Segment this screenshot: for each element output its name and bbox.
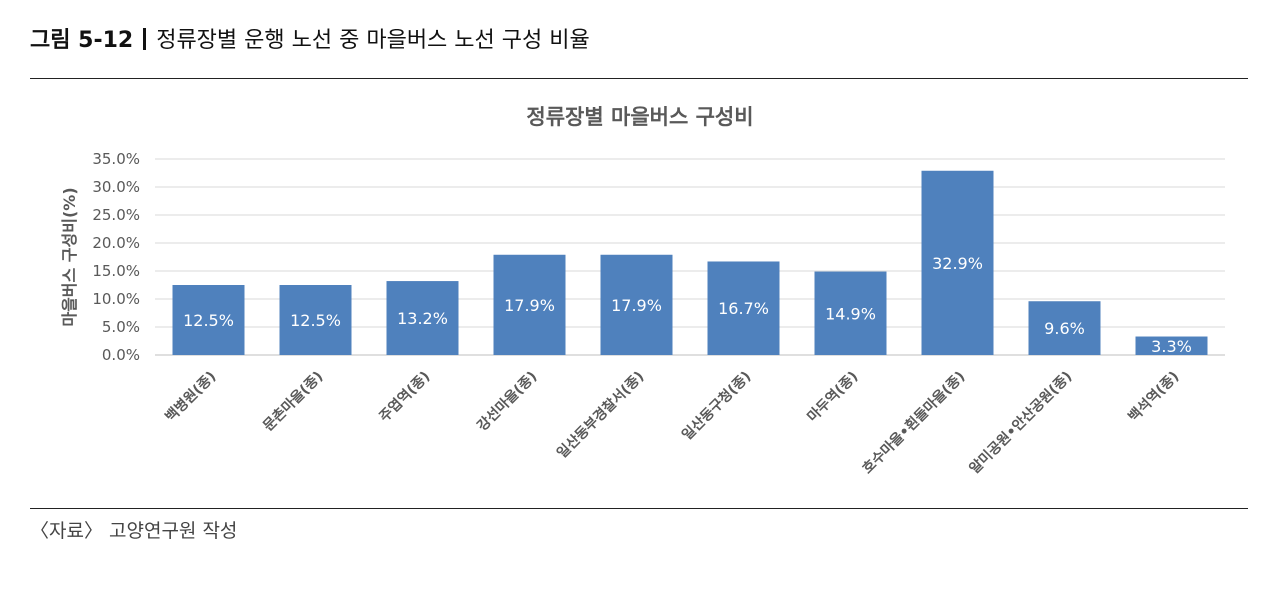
data-label: 12.5% (290, 311, 341, 330)
data-label: 14.9% (825, 304, 876, 323)
y-tick-label: 0.0% (102, 346, 140, 364)
bar (1028, 301, 1101, 355)
x-tick-label: 마두역(종) (804, 368, 862, 426)
bar (707, 261, 780, 355)
data-label: 17.9% (611, 296, 662, 315)
bar (921, 170, 994, 355)
y-tick-label: 15.0% (92, 262, 140, 280)
y-tick-label: 30.0% (92, 178, 140, 196)
figure-title: 그림 5-12 정류장별 운행 노선 중 마을버스 노선 구성 비율 (30, 22, 590, 54)
bar (386, 281, 459, 355)
bar (600, 254, 673, 355)
y-tick-label: 5.0% (102, 318, 140, 336)
x-tick-label: 백석역(종) (1125, 368, 1183, 426)
bottom-rule (30, 508, 1248, 509)
bar (814, 271, 887, 355)
title-separator (143, 28, 147, 50)
x-tick-label: 일산동부경찰서(종) (553, 368, 647, 462)
y-axis-label: 마을버스 구성비(%) (60, 187, 79, 326)
figure-caption: 정류장별 운행 노선 중 마을버스 노선 구성 비율 (156, 28, 590, 53)
data-label: 12.5% (183, 311, 234, 330)
x-tick-label: 백병원(종) (162, 368, 220, 426)
data-label: 17.9% (504, 296, 555, 315)
bar (279, 285, 352, 355)
y-tick-label: 10.0% (92, 290, 140, 308)
x-tick-label: 호수마을•흰돌마을(종) (859, 368, 968, 477)
data-label: 3.3% (1151, 337, 1192, 356)
top-rule (30, 78, 1248, 79)
y-tick-label: 35.0% (92, 150, 140, 168)
data-label: 32.9% (932, 254, 983, 273)
bar (1135, 336, 1208, 355)
x-tick-label: 문촌마을(종) (260, 369, 326, 435)
y-tick-label: 25.0% (92, 206, 140, 224)
bar (172, 285, 245, 355)
source-note: 〈자료〉 고양연구원 작성 (30, 520, 238, 542)
x-tick-label: 주엽역(종) (376, 368, 434, 426)
x-tick-label: 알미공원•안산공원(종) (966, 368, 1075, 477)
chart-title: 정류장별 마을버스 구성비 (526, 105, 753, 129)
data-label: 9.6% (1044, 319, 1085, 338)
bar (493, 254, 566, 355)
x-tick-label: 강선마을(종) (474, 368, 541, 435)
figure-number: 그림 5-12 (30, 28, 134, 53)
data-label: 16.7% (718, 299, 769, 318)
x-tick-label: 일산동구청(종) (679, 368, 755, 444)
data-label: 13.2% (397, 309, 448, 328)
y-tick-label: 20.0% (92, 234, 140, 252)
